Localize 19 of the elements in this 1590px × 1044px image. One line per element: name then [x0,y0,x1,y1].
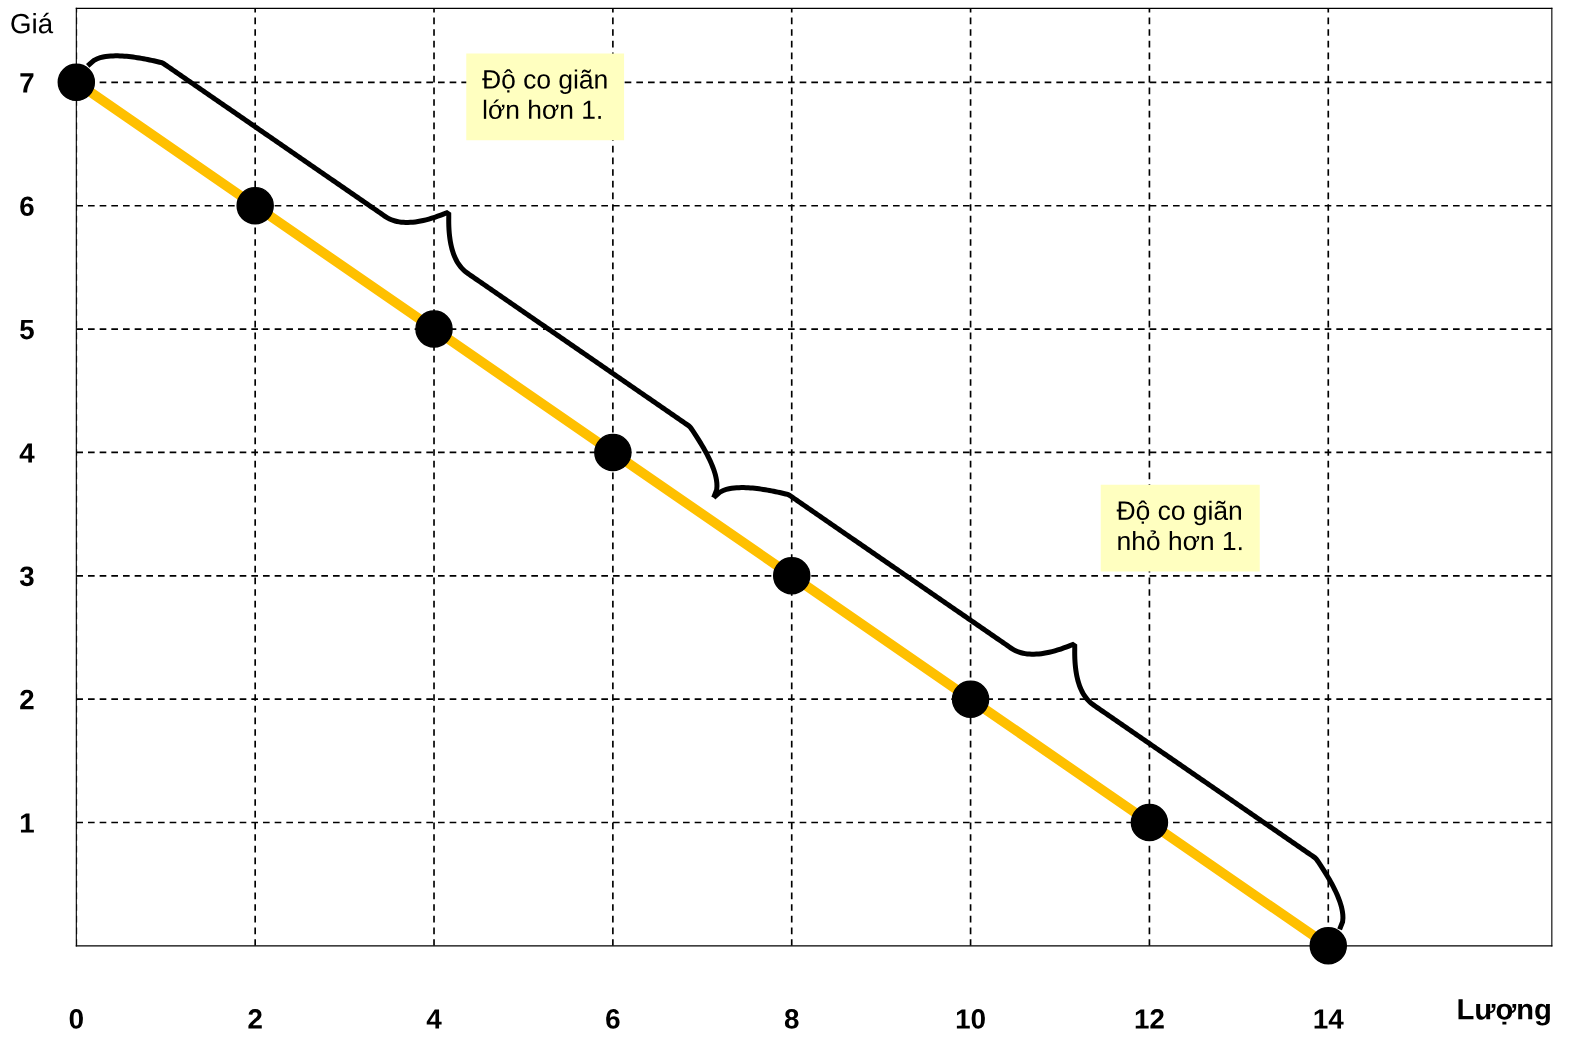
x-axis-title: Lượng [1458,999,1550,1026]
y-tick-label: 5 [20,320,34,340]
y-tick-label: 2 [20,689,34,710]
x-tick-label: 2 [248,1009,262,1029]
x-tick-label: 12 [1135,1009,1164,1029]
y-tick-label: 7 [20,73,34,93]
y-tick-label: 6 [20,196,34,217]
x-tick-label: 14 [1314,1009,1344,1029]
annotation: Độ co giãn lớn hơn 1. [482,69,607,120]
annotation: Độ co giãn nhỏ hơn 1. [1116,500,1242,551]
y-tick-label: 1 [20,813,34,833]
y-axis-title: Giá [11,12,54,34]
x-tick-label: 0 [69,1009,83,1029]
x-tick-label: 10 [956,1009,985,1029]
x-tick-label: 4 [426,1009,442,1029]
y-tick-label: 4 [19,443,35,463]
y-tick-label: 3 [19,566,34,587]
x-tick-label: 8 [784,1009,799,1029]
x-tick-label: 6 [606,1009,620,1029]
